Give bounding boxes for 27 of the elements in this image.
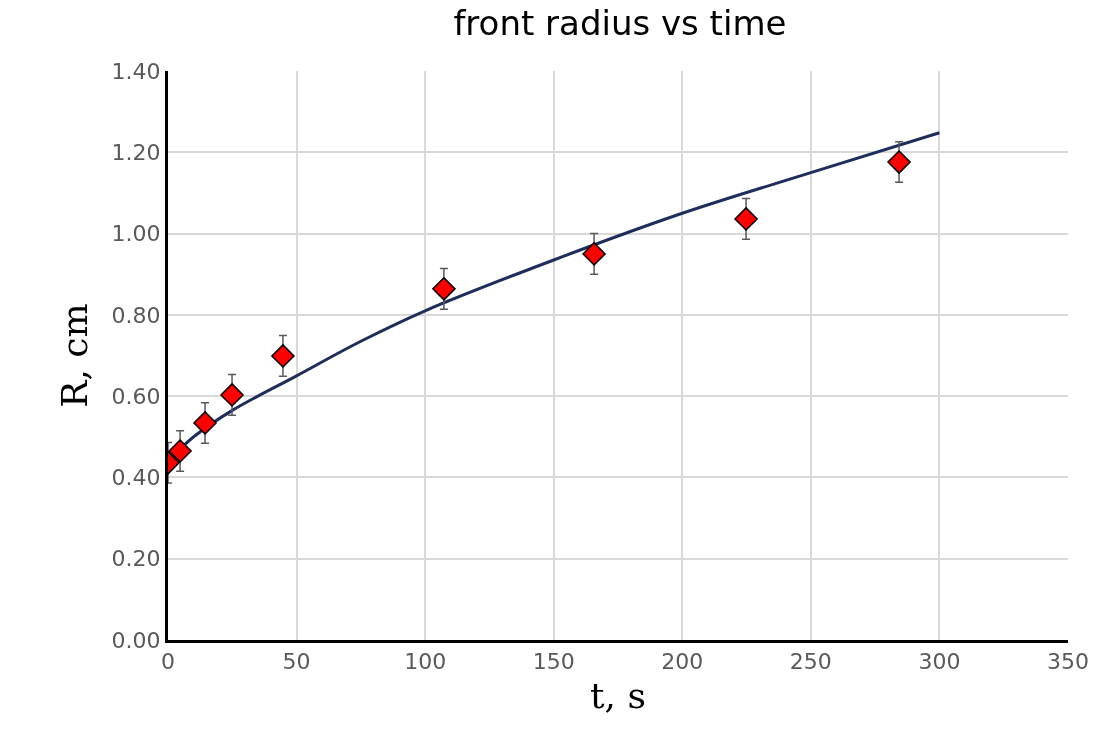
y-axis-title: R, cm	[53, 303, 95, 408]
y-tick-label: 0.00	[111, 627, 161, 653]
x-tick-label: 350	[1047, 649, 1089, 675]
point	[887, 150, 911, 174]
y-tick-label: 0.40	[111, 465, 161, 491]
y-tick-label: 1.40	[111, 58, 161, 84]
point	[432, 277, 456, 301]
point	[271, 344, 295, 368]
y-tick-label: 1.20	[111, 139, 161, 165]
chart-title: front radius vs time	[453, 2, 787, 43]
point	[193, 411, 217, 435]
x-tick-label: 200	[661, 649, 704, 675]
x-tick-label: 300	[918, 649, 961, 675]
y-tick-label: 0.20	[111, 546, 161, 572]
point	[220, 383, 244, 407]
x-tick-label: 150	[532, 649, 575, 675]
x-tick-label: 50	[282, 649, 311, 675]
y-tick-label: 1.00	[111, 221, 161, 247]
y-tick-label: 0.80	[111, 302, 161, 328]
x-axis-title: t, s	[590, 675, 646, 717]
x-tick-label: 0	[161, 649, 175, 675]
point	[582, 242, 606, 266]
y-tick-label: 0.60	[111, 383, 161, 409]
point	[168, 439, 192, 463]
point	[734, 207, 758, 231]
x-tick-label: 250	[789, 649, 832, 675]
x-tick-label: 100	[404, 649, 447, 675]
